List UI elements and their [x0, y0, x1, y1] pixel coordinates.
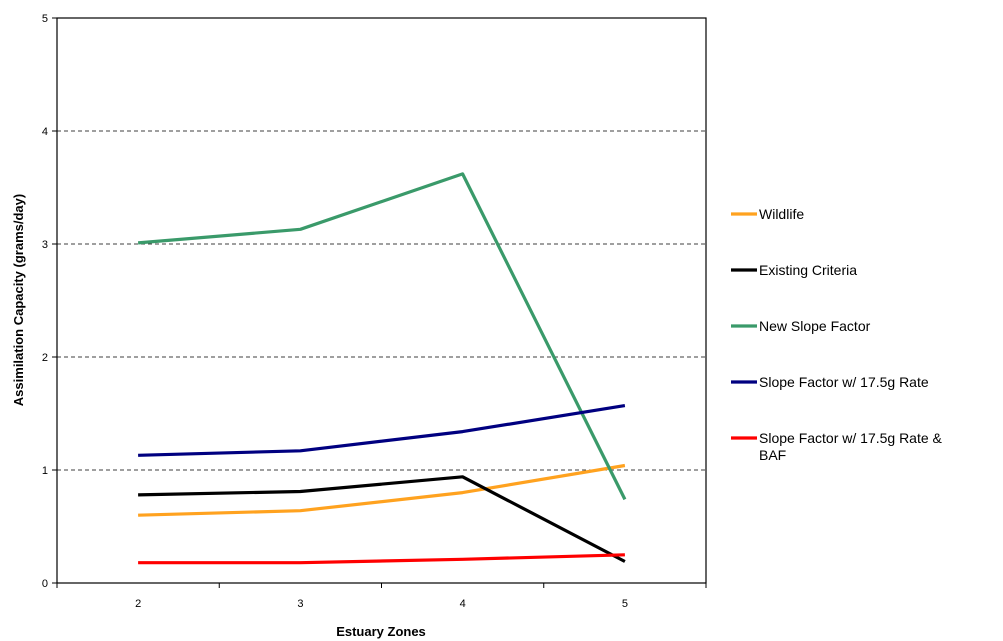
- x-tick-label: 3: [297, 598, 303, 610]
- y-tick-label: 3: [42, 239, 48, 251]
- y-tick-label: 5: [42, 13, 48, 25]
- series-line-slope-factor-w-17-5g-rate: [138, 404, 626, 457]
- legend: Wildlife Existing Criteria New Slope Facto…: [731, 206, 943, 463]
- y-axis-title: Assimilation Capacity (grams/day): [11, 194, 26, 406]
- x-tick-label: 4: [460, 598, 466, 610]
- series-line-slope-factor-w-17-5g-rate-baf: [138, 553, 625, 565]
- legend-label: Wildlife: [759, 206, 804, 222]
- x-tick-label: 2: [135, 598, 141, 610]
- legend-label: Slope Factor w/ 17.5g Rate & BAF: [759, 430, 943, 463]
- x-tick-label: 5: [622, 598, 628, 610]
- legend-label: New Slope Factor: [759, 318, 871, 334]
- y-tick-label: 4: [42, 126, 48, 138]
- legend-label: Slope Factor w/ 17.5g Rate: [759, 374, 929, 390]
- series-line-new-slope-factor: [137, 172, 627, 501]
- y-tick-label: 1: [42, 465, 48, 477]
- y-tick-label: 2: [42, 352, 48, 364]
- series-line-existing-criteria: [138, 475, 626, 563]
- plot-frame: [56, 17, 707, 584]
- legend-label: Existing Criteria: [759, 262, 857, 278]
- series-lines: [137, 172, 627, 565]
- series-line-wildlife: [138, 463, 626, 517]
- plot-background: [57, 18, 706, 583]
- axes: 0 1 2 3 4 5 2 3 4 5: [42, 13, 707, 610]
- y-tick-label: 0: [42, 578, 48, 590]
- x-axis-title: Estuary Zones: [336, 624, 426, 639]
